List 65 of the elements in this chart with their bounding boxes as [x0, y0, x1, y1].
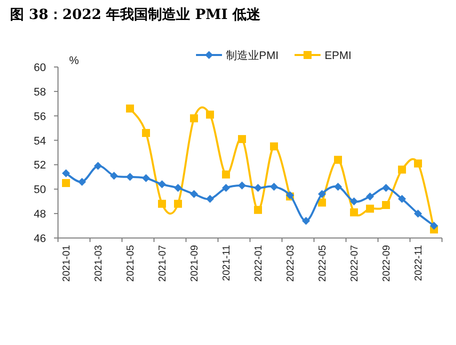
point: [318, 198, 326, 207]
point: [366, 204, 374, 213]
x-tick-label: 2022-01: [254, 244, 264, 282]
x-tick-label: 2021-07: [158, 244, 168, 282]
point: [174, 200, 182, 208]
point: [254, 206, 262, 214]
point: [350, 197, 358, 206]
x-tick-label: 2022-09: [382, 244, 392, 282]
point: [334, 182, 342, 191]
y-tick-label: 56: [34, 110, 46, 123]
point: [270, 182, 278, 191]
x-tick-label: 2021-03: [94, 244, 104, 282]
point: [318, 190, 326, 198]
point: [62, 169, 70, 178]
y-tick-label: 60: [34, 62, 46, 74]
y-axis-title: %: [69, 55, 80, 67]
point: [238, 181, 246, 190]
point: [78, 178, 86, 186]
x-tick-label: 2021-09: [190, 244, 200, 282]
x-tick-label: 2021-05: [126, 244, 136, 282]
point: [206, 194, 214, 203]
point: [414, 159, 422, 168]
y-tick-label: 54: [34, 135, 46, 148]
point: [334, 156, 342, 164]
x-tick-label: 2022-11: [414, 244, 424, 281]
point: [398, 166, 406, 174]
y-tick-label: 46: [34, 233, 46, 245]
point: [350, 208, 358, 216]
point: [190, 114, 198, 122]
legend-label: 制造业PMI: [226, 49, 279, 62]
point: [110, 172, 118, 180]
point: [382, 201, 390, 210]
chart-title: 图 38：2022 年我国制造业 PMI 低迷: [10, 7, 262, 23]
x-tick-label: 2022-03: [286, 244, 296, 282]
point: [302, 216, 310, 225]
point: [142, 174, 150, 182]
point: [158, 180, 166, 188]
point: [414, 210, 422, 218]
point: [62, 179, 70, 188]
y-tick-label: 50: [34, 184, 46, 196]
y-tick-label: 58: [34, 86, 46, 98]
x-tick-label: 2021-01: [62, 244, 72, 282]
point: [142, 128, 150, 137]
point: [94, 162, 102, 170]
legend-label: EPMI: [324, 50, 352, 62]
point: [398, 194, 406, 203]
point: [158, 200, 166, 208]
point: [222, 170, 230, 178]
x-tick-label: 2022-07: [350, 244, 360, 282]
point: [270, 142, 278, 150]
point: [238, 135, 246, 144]
point: [174, 184, 182, 192]
point: [222, 184, 230, 192]
y-tick-label: 48: [34, 208, 46, 221]
y-tick-label: 52: [34, 160, 46, 172]
point: [254, 184, 262, 192]
point: [366, 192, 374, 200]
x-tick-label: 2021-11: [222, 244, 232, 281]
x-tick-label: 2022-05: [318, 244, 328, 282]
point: [126, 172, 134, 181]
point: [430, 222, 438, 230]
point: [206, 110, 214, 119]
point: [190, 190, 198, 198]
point: [382, 184, 390, 192]
point: [126, 104, 134, 113]
